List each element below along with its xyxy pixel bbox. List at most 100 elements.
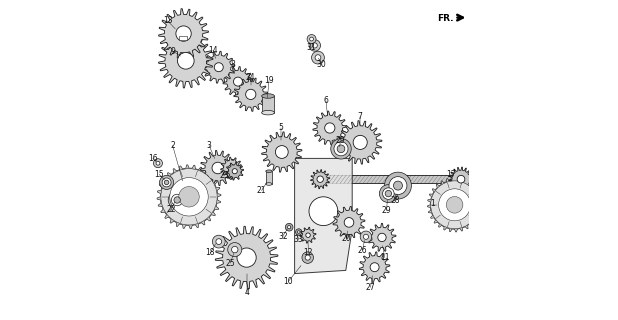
Text: 22: 22 [166,205,176,214]
Polygon shape [159,9,208,59]
Circle shape [159,175,174,189]
Circle shape [245,89,256,100]
Circle shape [216,239,222,244]
Text: 30: 30 [316,60,326,69]
Circle shape [164,180,169,185]
Text: 9: 9 [171,47,176,56]
Text: 4: 4 [245,288,249,297]
Circle shape [176,26,191,41]
Circle shape [384,172,412,199]
Circle shape [177,52,194,69]
Circle shape [212,162,224,174]
Bar [266,171,272,184]
Text: 6: 6 [323,96,328,105]
Polygon shape [221,157,242,179]
Circle shape [305,255,310,260]
Circle shape [171,194,183,206]
Polygon shape [313,111,347,145]
Circle shape [337,145,345,153]
Circle shape [286,223,293,231]
Text: 11: 11 [380,253,389,262]
Polygon shape [339,121,382,164]
Polygon shape [359,252,390,283]
Polygon shape [157,165,221,229]
Polygon shape [449,167,473,191]
Ellipse shape [261,110,274,115]
Polygon shape [428,178,482,232]
Text: 23: 23 [219,171,229,180]
Text: 25: 25 [226,259,235,268]
Ellipse shape [266,183,272,185]
Text: 18: 18 [206,248,215,257]
Text: 1: 1 [430,199,434,208]
Text: 13: 13 [163,16,172,25]
Polygon shape [311,170,330,189]
Text: 29: 29 [382,206,391,215]
Polygon shape [215,226,278,289]
Text: 16: 16 [148,154,158,163]
Circle shape [379,185,397,203]
Circle shape [317,176,323,182]
Polygon shape [368,223,396,251]
Polygon shape [300,227,316,243]
Polygon shape [223,67,253,97]
Circle shape [309,40,321,51]
Circle shape [227,243,242,257]
Circle shape [295,229,302,235]
Circle shape [297,231,300,233]
Text: 2: 2 [171,141,175,150]
Circle shape [168,191,186,209]
Circle shape [324,123,335,133]
Circle shape [237,248,256,267]
Bar [317,175,466,183]
Bar [179,36,187,40]
Text: 24: 24 [246,73,256,82]
Polygon shape [200,150,235,186]
Circle shape [394,181,402,190]
Polygon shape [226,162,243,180]
Circle shape [309,197,338,226]
Circle shape [162,178,171,187]
Text: 8: 8 [231,60,235,69]
Polygon shape [159,34,213,88]
Text: 28: 28 [390,196,399,205]
Text: 31: 31 [307,43,316,52]
Circle shape [306,233,310,237]
Polygon shape [203,51,235,83]
Text: 10: 10 [284,277,293,286]
Circle shape [360,231,371,243]
Circle shape [153,159,163,168]
Circle shape [214,63,223,72]
Text: 27: 27 [366,283,375,292]
Circle shape [385,190,392,197]
Circle shape [446,196,463,213]
Circle shape [439,189,470,221]
Circle shape [312,43,317,48]
Text: 26: 26 [358,246,368,255]
Text: 15: 15 [154,170,164,179]
Circle shape [234,77,242,86]
Circle shape [229,165,235,171]
Circle shape [174,197,180,203]
Circle shape [331,139,351,159]
Polygon shape [295,158,352,274]
Circle shape [170,178,208,216]
Circle shape [431,181,478,229]
Ellipse shape [261,94,274,98]
Circle shape [161,169,217,225]
Text: 17: 17 [447,170,456,179]
Text: 14: 14 [208,46,218,55]
Circle shape [370,263,379,272]
Text: 7: 7 [358,112,363,121]
Circle shape [232,169,237,174]
Text: 33: 33 [294,235,303,244]
Circle shape [383,188,394,199]
Ellipse shape [266,170,272,172]
Circle shape [363,234,368,239]
Text: 32: 32 [278,232,287,241]
Circle shape [232,246,238,253]
Text: FR.: FR. [437,14,454,23]
Circle shape [457,175,465,183]
Circle shape [307,35,316,44]
Text: 21: 21 [257,186,266,195]
